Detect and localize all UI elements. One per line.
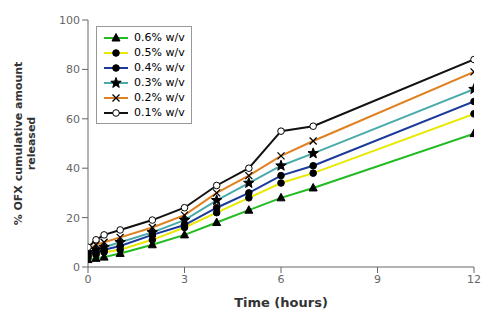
html-text:0.3% w/v: 0.3% w/v [134, 76, 185, 89]
html-text:0.2% w/v: 0.2% w/v [134, 91, 185, 104]
svg-text:60: 60 [66, 113, 80, 126]
svg-text:80: 80 [66, 63, 80, 76]
html-text:0.5% w/v: 0.5% w/v [134, 46, 185, 59]
svg-text:0: 0 [85, 273, 92, 286]
svg-text:Time (hours): Time (hours) [234, 295, 328, 310]
html-text:0.4% w/v: 0.4% w/v [134, 61, 185, 74]
svg-text:6: 6 [278, 273, 285, 286]
svg-text:40: 40 [66, 162, 80, 175]
svg-text:0: 0 [73, 261, 80, 274]
svg-text:20: 20 [66, 212, 80, 225]
svg-text:3: 3 [181, 273, 188, 286]
svg-text:9: 9 [374, 273, 381, 286]
html-text:0.1% w/v: 0.1% w/v [134, 106, 185, 119]
svg-text:% OFX cumulative amountrelease: % OFX cumulative amountreleased [12, 62, 38, 226]
svg-text:12: 12 [467, 273, 481, 286]
svg-text:100: 100 [59, 14, 80, 27]
html-text:0.6% w/v: 0.6% w/v [134, 31, 185, 44]
